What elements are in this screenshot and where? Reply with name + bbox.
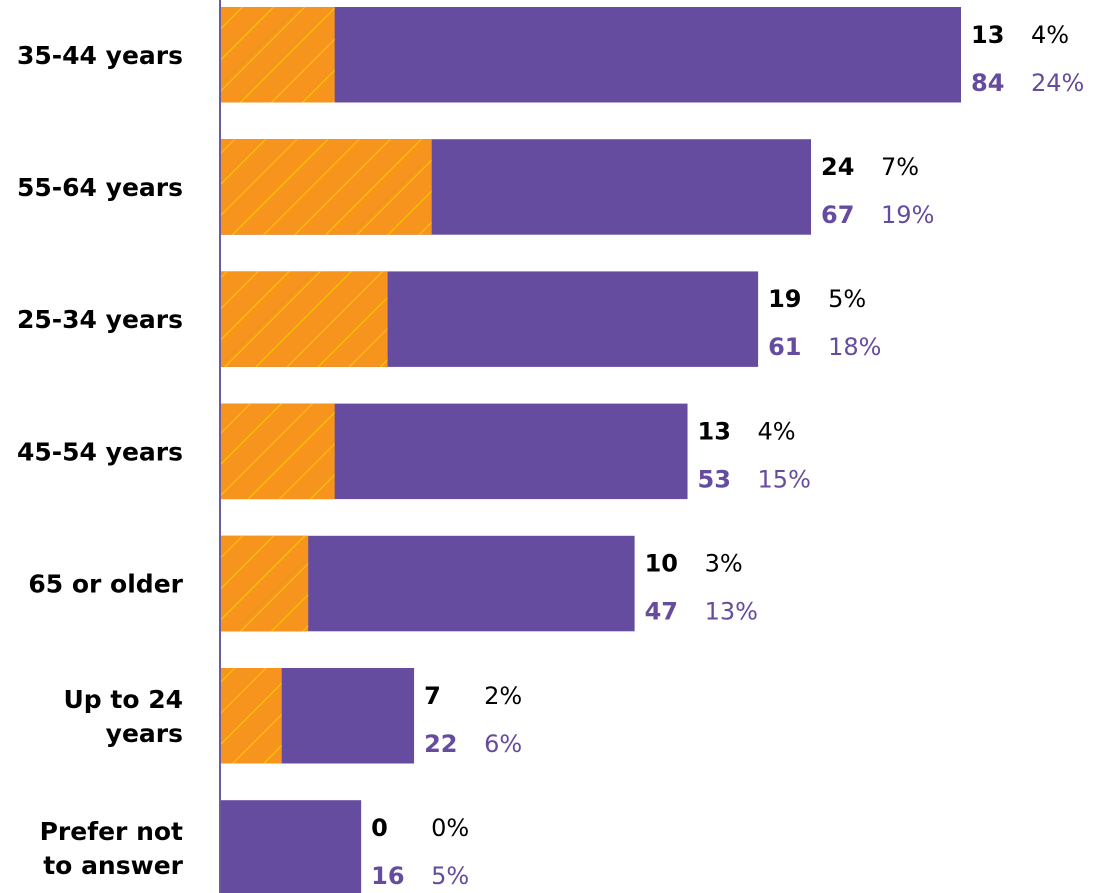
category-label: 45-54 years	[17, 437, 183, 466]
value-label-primary: 22	[424, 730, 457, 758]
bar-secondary	[220, 668, 282, 764]
value-label-primary: 53	[698, 465, 731, 493]
percent-label-primary: 6%	[484, 730, 522, 758]
percent-label-secondary: 4%	[758, 417, 796, 445]
value-label-secondary: 0	[371, 814, 388, 842]
value-label-secondary: 13	[971, 21, 1004, 49]
value-label-primary: 67	[821, 201, 854, 229]
category-label: Up to 24 years	[63, 685, 183, 748]
value-label-secondary: 7	[424, 682, 441, 710]
percent-label-primary: 5%	[431, 862, 469, 890]
category-label: 35-44 years	[17, 41, 183, 70]
percent-label-secondary: 4%	[1031, 21, 1069, 49]
bar-secondary	[220, 271, 388, 367]
bar-secondary	[220, 7, 335, 103]
value-label-secondary: 19	[768, 285, 801, 313]
percent-label-secondary: 7%	[881, 153, 919, 181]
category-label: 25-34 years	[17, 305, 183, 334]
category-label: 65 or older	[28, 570, 183, 599]
bar-secondary	[220, 403, 335, 500]
value-label-primary: 47	[645, 598, 678, 626]
bar-primary	[220, 800, 362, 893]
percent-label-secondary: 5%	[828, 285, 866, 313]
value-label-secondary: 10	[645, 550, 678, 578]
category-label: Prefer not to answer	[40, 817, 184, 880]
value-label-secondary: 13	[698, 417, 731, 445]
value-label-primary: 84	[971, 69, 1004, 97]
percent-label-primary: 24%	[1031, 69, 1084, 97]
percent-label-primary: 18%	[828, 333, 881, 361]
category-label: 55-64 years	[17, 173, 183, 202]
bar-primary	[220, 7, 961, 103]
bar-secondary	[220, 139, 432, 235]
bar-secondary	[220, 535, 309, 632]
percent-label-secondary: 0%	[431, 814, 469, 842]
percent-label-primary: 15%	[758, 465, 811, 493]
percent-label-primary: 19%	[881, 201, 934, 229]
percent-label-primary: 13%	[705, 598, 758, 626]
value-label-primary: 16	[371, 862, 404, 890]
value-label-primary: 61	[768, 333, 801, 361]
percent-label-secondary: 3%	[705, 550, 743, 578]
percent-label-secondary: 2%	[484, 682, 522, 710]
value-label-secondary: 24	[821, 153, 854, 181]
